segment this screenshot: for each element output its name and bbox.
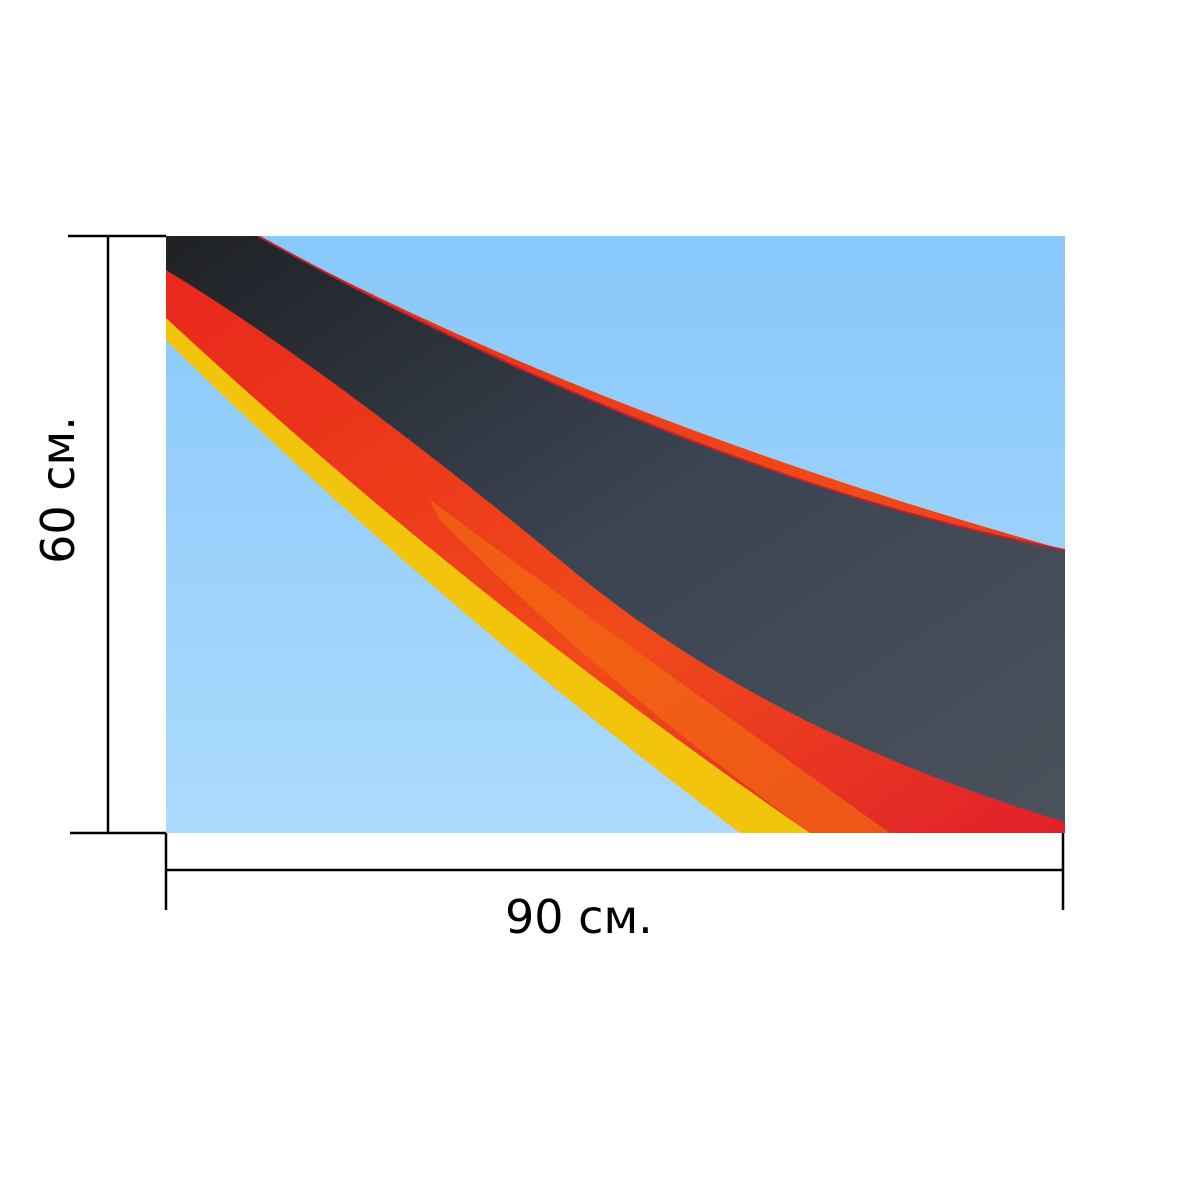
flag-black-stripe <box>166 236 1065 822</box>
height-label: 60 см. <box>31 416 85 564</box>
width-label: 90 см. <box>505 890 653 944</box>
flag-red-edge <box>257 236 1065 551</box>
flag-photo <box>166 236 1065 833</box>
